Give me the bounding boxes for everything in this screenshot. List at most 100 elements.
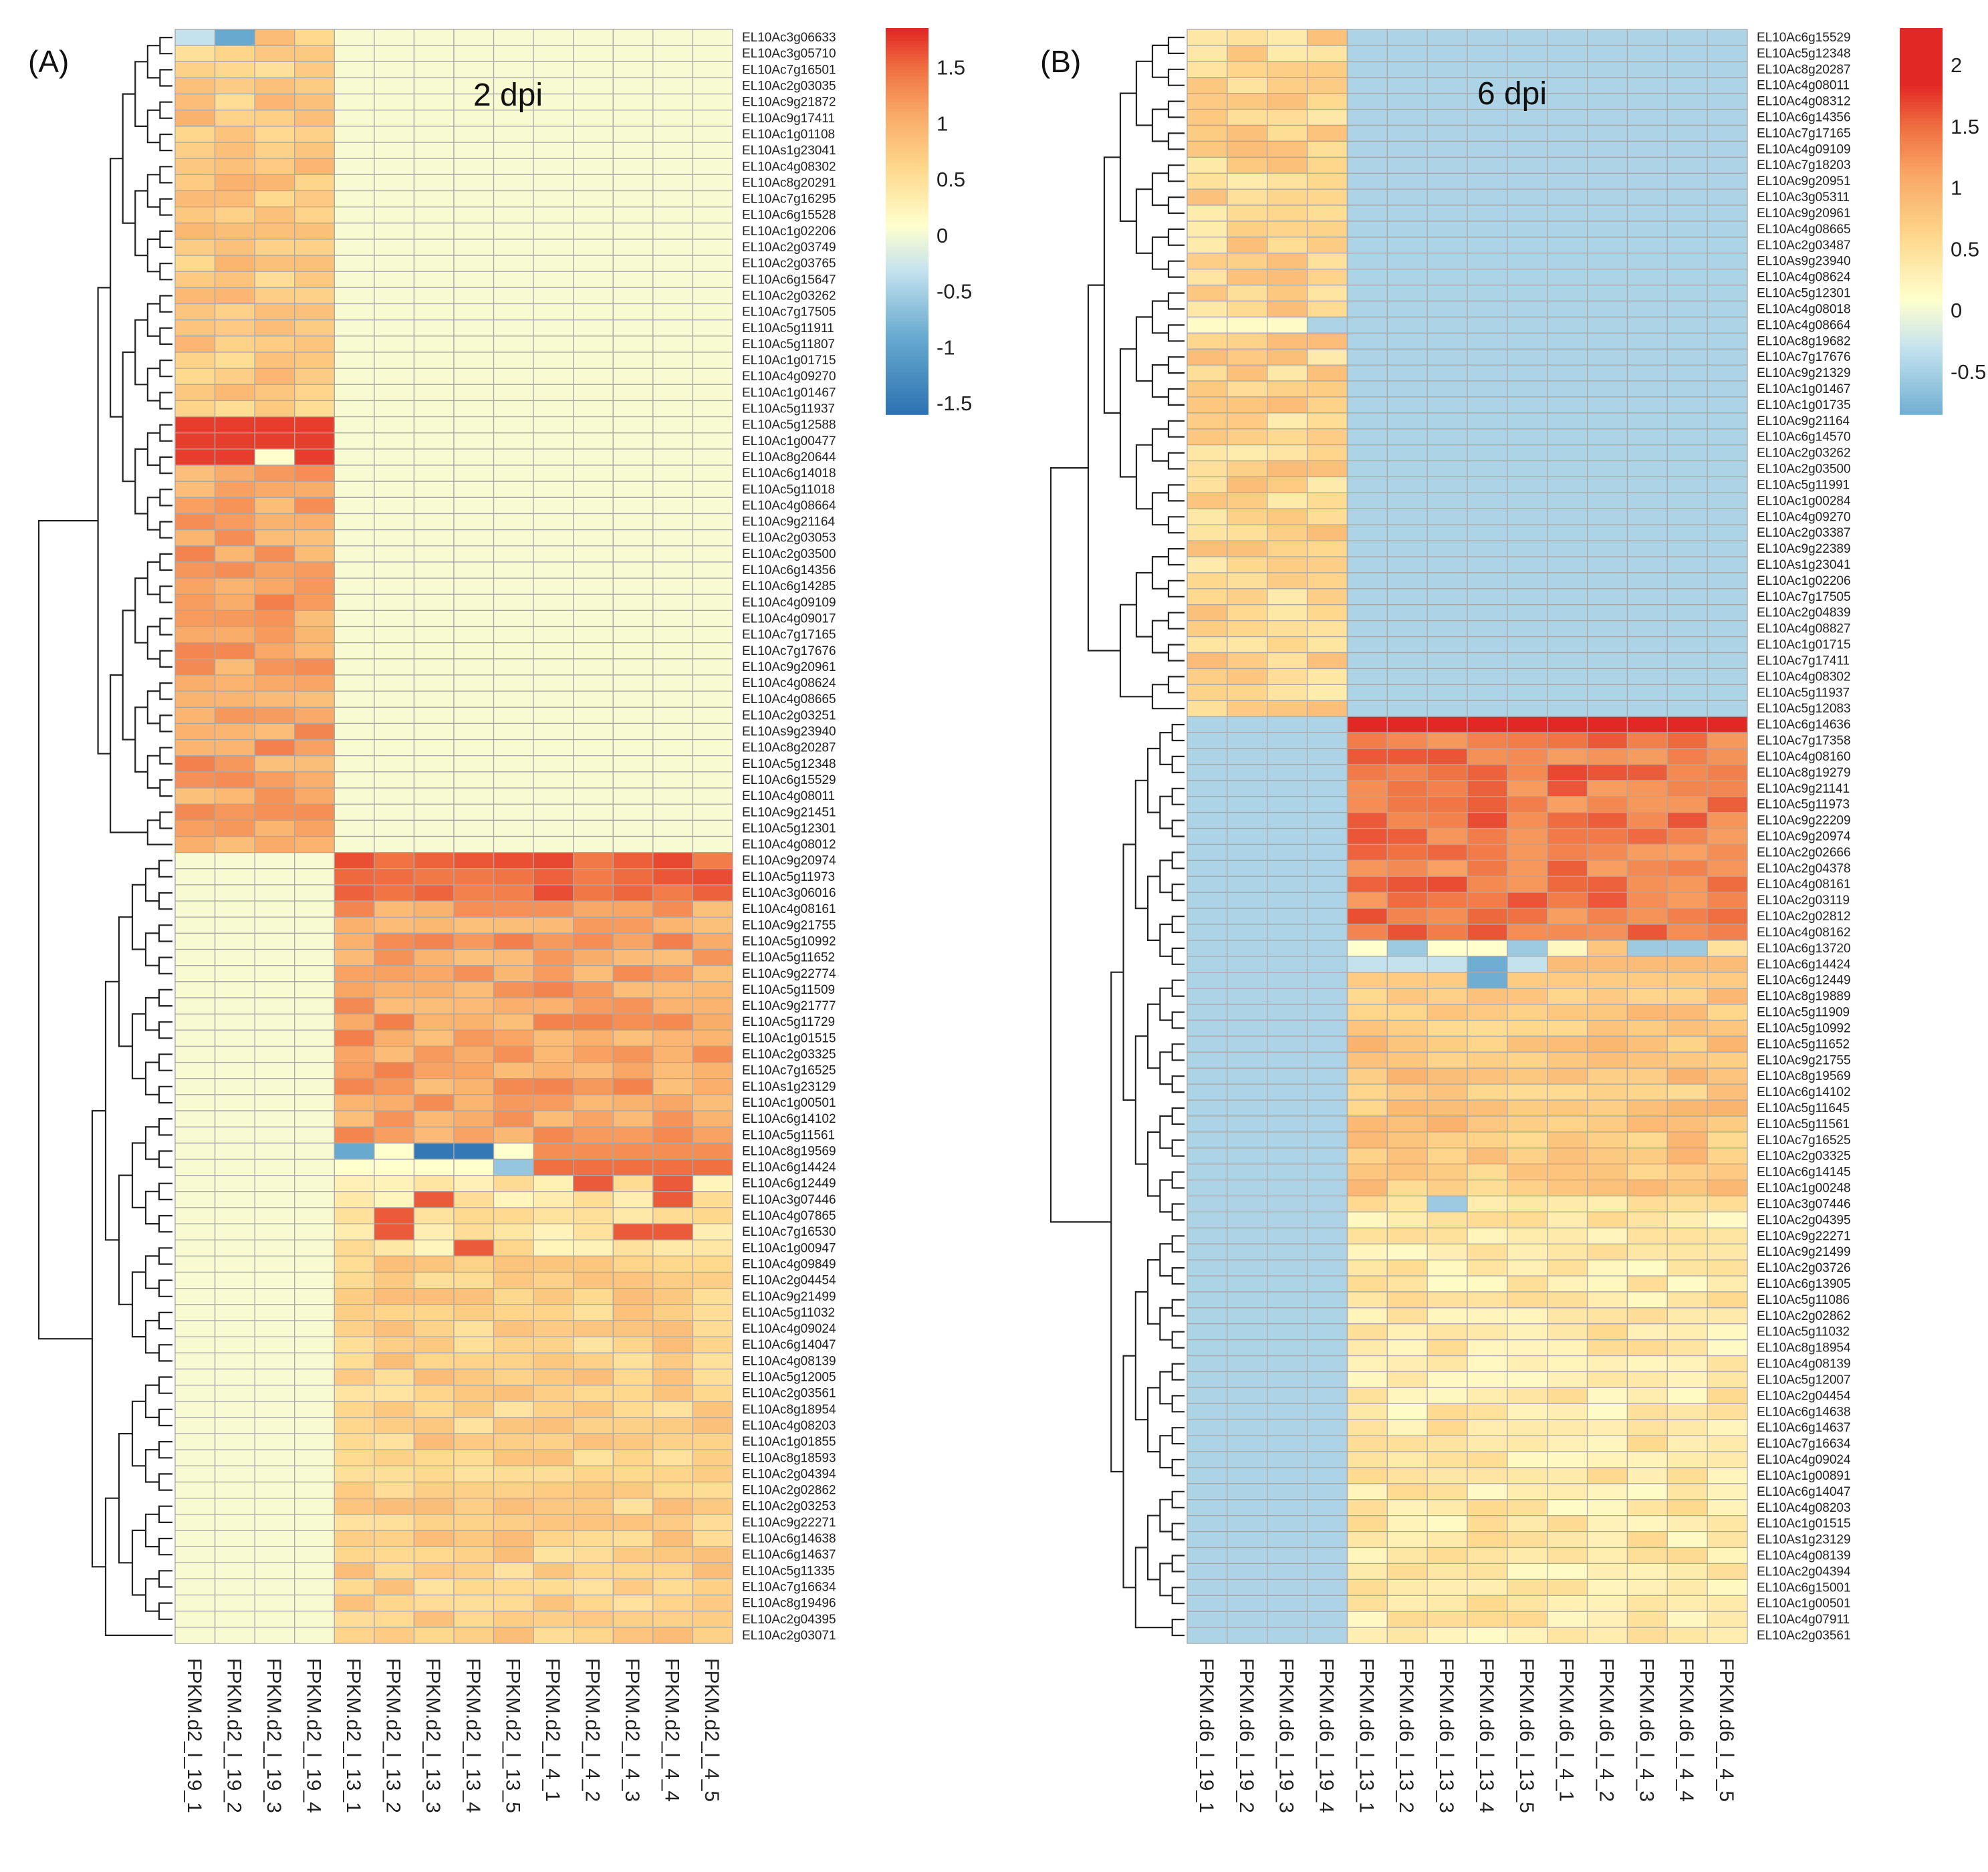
heatmap-cell [1426,1099,1468,1117]
heatmap-cell [1586,140,1628,158]
heatmap-cell [493,384,534,402]
heatmap-cell [254,239,295,256]
heatmap-cell [413,1142,455,1160]
heatmap-cell [1586,284,1628,302]
heatmap-cell [1586,1115,1628,1133]
heatmap-cell [1626,780,1668,797]
colorbar-segment [886,137,928,142]
heatmap-cell [453,852,495,870]
column-label: FPKM.d2_l_4_3 [621,1658,643,1802]
colorbar-segment [1900,140,1943,145]
heatmap-cell [1187,269,1228,286]
column-label: FPKM.d6_l_4_5 [1715,1658,1737,1802]
heatmap-cell [1707,1051,1748,1069]
heatmap-cell [374,1239,415,1257]
heatmap-cell [1426,221,1468,238]
heatmap-cell [214,529,255,547]
heatmap-cell [174,223,216,240]
heatmap-cell [1626,332,1668,350]
dendrogram-branch [1167,676,1185,694]
heatmap-cell [612,1255,654,1273]
heatmap-cell [1386,748,1428,765]
heatmap-cell [1586,253,1628,270]
heatmap-cell [493,1368,534,1386]
column-label: FPKM.d2_l_19_3 [263,1658,285,1813]
heatmap-cell [254,206,295,224]
colorbar-segment [1900,73,1943,78]
row-label: EL10Ac5g11973 [1757,798,1850,812]
heatmap-cell [1707,1195,1748,1213]
heatmap-cell [533,1320,574,1337]
heatmap-cell [1346,460,1388,478]
heatmap-cell [1626,636,1668,654]
heatmap-cell [1346,1627,1388,1644]
row-label: EL10As1g23041 [742,144,836,158]
heatmap-cell [1467,1083,1508,1101]
heatmap-cell [413,206,455,224]
heatmap-cell [652,884,694,902]
heatmap-cell [1426,108,1468,126]
row-label: EL10Ac2g03262 [1757,446,1851,460]
colorbar-segment [886,395,928,399]
heatmap-cell [533,1594,574,1612]
heatmap-cell [413,77,455,95]
heatmap-cell [1507,1435,1548,1452]
heatmap-cell [1187,348,1228,366]
heatmap-cell [1547,1515,1588,1532]
heatmap-cell [1386,492,1428,509]
heatmap-cell [612,997,654,1015]
heatmap-cell [1626,1355,1668,1373]
heatmap-cell [413,690,455,708]
heatmap-cell [374,868,415,886]
row-label: EL10Ac6g14356 [1757,111,1851,125]
heatmap-cell [1507,1611,1548,1628]
heatmap-cell [294,384,335,402]
heatmap-cell [214,1352,255,1370]
dendrogram-branch [159,553,172,571]
heatmap-cell [1187,1499,1228,1516]
heatmap-cell [1386,859,1428,877]
heatmap-cell [1626,827,1668,845]
colorbar-segment [886,291,928,296]
heatmap-cell [1586,1611,1628,1628]
heatmap-cell [1666,1067,1708,1085]
heatmap-cell [1507,140,1548,158]
heatmap-cell [1666,700,1708,717]
heatmap-cell [1707,1579,1748,1596]
row-label: EL10Ac9g21499 [742,1290,836,1304]
heatmap-cell [1346,444,1388,462]
heatmap-cell [453,803,495,821]
heatmap-cell [1426,924,1468,941]
heatmap-cell [294,690,335,708]
heatmap-cell [1187,524,1228,541]
heatmap-cell [214,1255,255,1273]
colorbar-segment [886,275,928,280]
heatmap-cell [1707,1323,1748,1341]
heatmap-cell [1386,1547,1428,1565]
heatmap-cell [1426,1483,1468,1500]
heatmap-cell [453,1594,495,1612]
heatmap-cell [453,1578,495,1596]
heatmap-cell [453,1094,495,1111]
row-label: EL10Ac1g00248 [1757,1182,1851,1196]
heatmap-cell [254,1352,295,1370]
heatmap-cell [1507,1211,1548,1228]
heatmap-cell [533,1384,574,1402]
heatmap-cell [254,1417,295,1434]
heatmap-cell [294,771,335,789]
row-label: EL10Ac8g18954 [742,1403,836,1417]
heatmap-cell [174,1013,216,1031]
dendrogram-branch [118,1174,132,1305]
heatmap-cell [413,1514,455,1531]
heatmap-cell [1426,412,1468,430]
heatmap-cell [493,158,534,175]
colorbar-segment [886,144,928,148]
heatmap-cell [1386,1467,1428,1484]
heatmap-cell [1187,428,1228,446]
heatmap-cell [1626,572,1668,589]
colorbar-tick-label: -0.5 [1951,360,1986,384]
heatmap-cell [1227,956,1268,973]
dendrogram-branch [1151,236,1168,270]
heatmap-cell [1467,827,1508,845]
heatmap-cell [1586,1243,1628,1260]
